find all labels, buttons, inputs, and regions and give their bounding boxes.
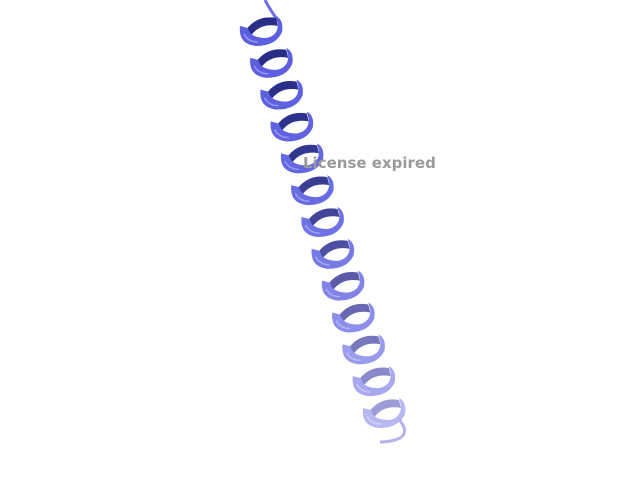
helix-turn-front [362, 398, 406, 428]
helix-turn-highlight [335, 320, 351, 330]
helix-turn-front [280, 143, 324, 174]
helix-turn-highlight [243, 33, 259, 43]
helix-turn-front [311, 238, 355, 269]
helix-turn-highlight [284, 160, 300, 171]
helix-turn-highlight [315, 256, 330, 266]
helix-turn-highlight [366, 415, 382, 425]
license-expired-watermark: License expired [303, 154, 436, 172]
helix-turn-front [250, 47, 293, 78]
helix-turn-front [239, 16, 283, 46]
helix-turn-highlight [294, 192, 310, 202]
helix-turn-front [270, 111, 314, 142]
helix-turn-front [291, 175, 334, 206]
helix-turn-highlight [345, 351, 361, 362]
helix-turn-front [301, 207, 344, 237]
helix-turn-front [342, 334, 385, 365]
helix-c-terminus-tail [379, 417, 406, 444]
helix-turn-front [332, 302, 375, 333]
helix-turn-highlight [325, 288, 341, 298]
helix-turn-highlight [274, 129, 289, 139]
helix-turn-front [352, 366, 396, 397]
helix-turn-front [321, 270, 365, 301]
helix-turn-highlight [304, 224, 320, 234]
helix-turn-highlight [263, 97, 279, 107]
helix-turn-highlight [356, 383, 371, 393]
helix-turn-highlight [253, 65, 269, 75]
helix-turn-front [260, 79, 303, 110]
